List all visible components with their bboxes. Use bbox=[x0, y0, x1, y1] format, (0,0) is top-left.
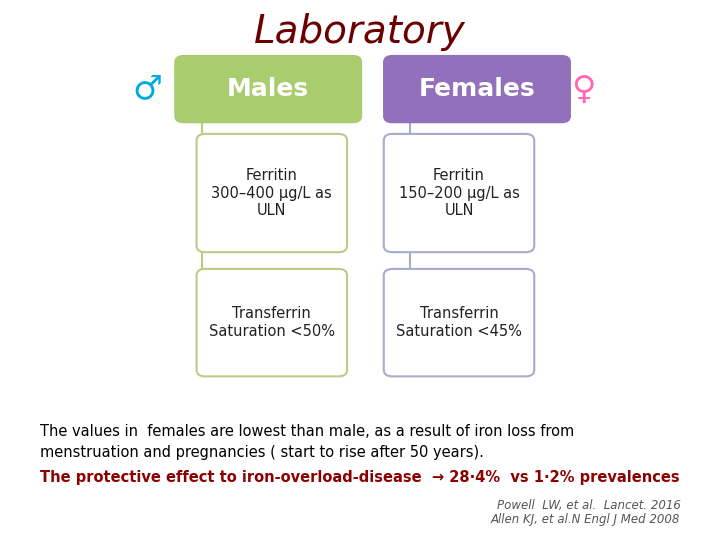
Text: Transferrin
Saturation <45%: Transferrin Saturation <45% bbox=[396, 307, 522, 339]
Text: Males: Males bbox=[227, 77, 310, 101]
FancyBboxPatch shape bbox=[384, 56, 570, 123]
Text: Ferritin
150–200 μg/L as
ULN: Ferritin 150–200 μg/L as ULN bbox=[399, 168, 519, 218]
Text: The protective effect to iron-overload-disease  → 28·4%  vs 1·2% prevalences: The protective effect to iron-overload-d… bbox=[40, 470, 679, 485]
Text: The values in  females are lowest than male, as a result of iron loss from
menst: The values in females are lowest than ma… bbox=[40, 424, 574, 460]
FancyBboxPatch shape bbox=[175, 56, 361, 123]
FancyBboxPatch shape bbox=[384, 134, 534, 252]
FancyBboxPatch shape bbox=[197, 269, 347, 376]
Text: ♀: ♀ bbox=[571, 72, 595, 106]
Text: Transferrin
Saturation <50%: Transferrin Saturation <50% bbox=[209, 307, 335, 339]
Text: ♂: ♂ bbox=[132, 72, 163, 106]
FancyBboxPatch shape bbox=[197, 134, 347, 252]
Text: Laboratory: Laboratory bbox=[254, 14, 466, 51]
Text: Females: Females bbox=[419, 77, 535, 101]
FancyBboxPatch shape bbox=[384, 269, 534, 376]
Text: Ferritin
300–400 μg/L as
ULN: Ferritin 300–400 μg/L as ULN bbox=[212, 168, 332, 218]
Text: Powell  LW, et al.  Lancet. 2016
Allen KJ, et al.N Engl J Med 2008: Powell LW, et al. Lancet. 2016 Allen KJ,… bbox=[491, 498, 680, 526]
